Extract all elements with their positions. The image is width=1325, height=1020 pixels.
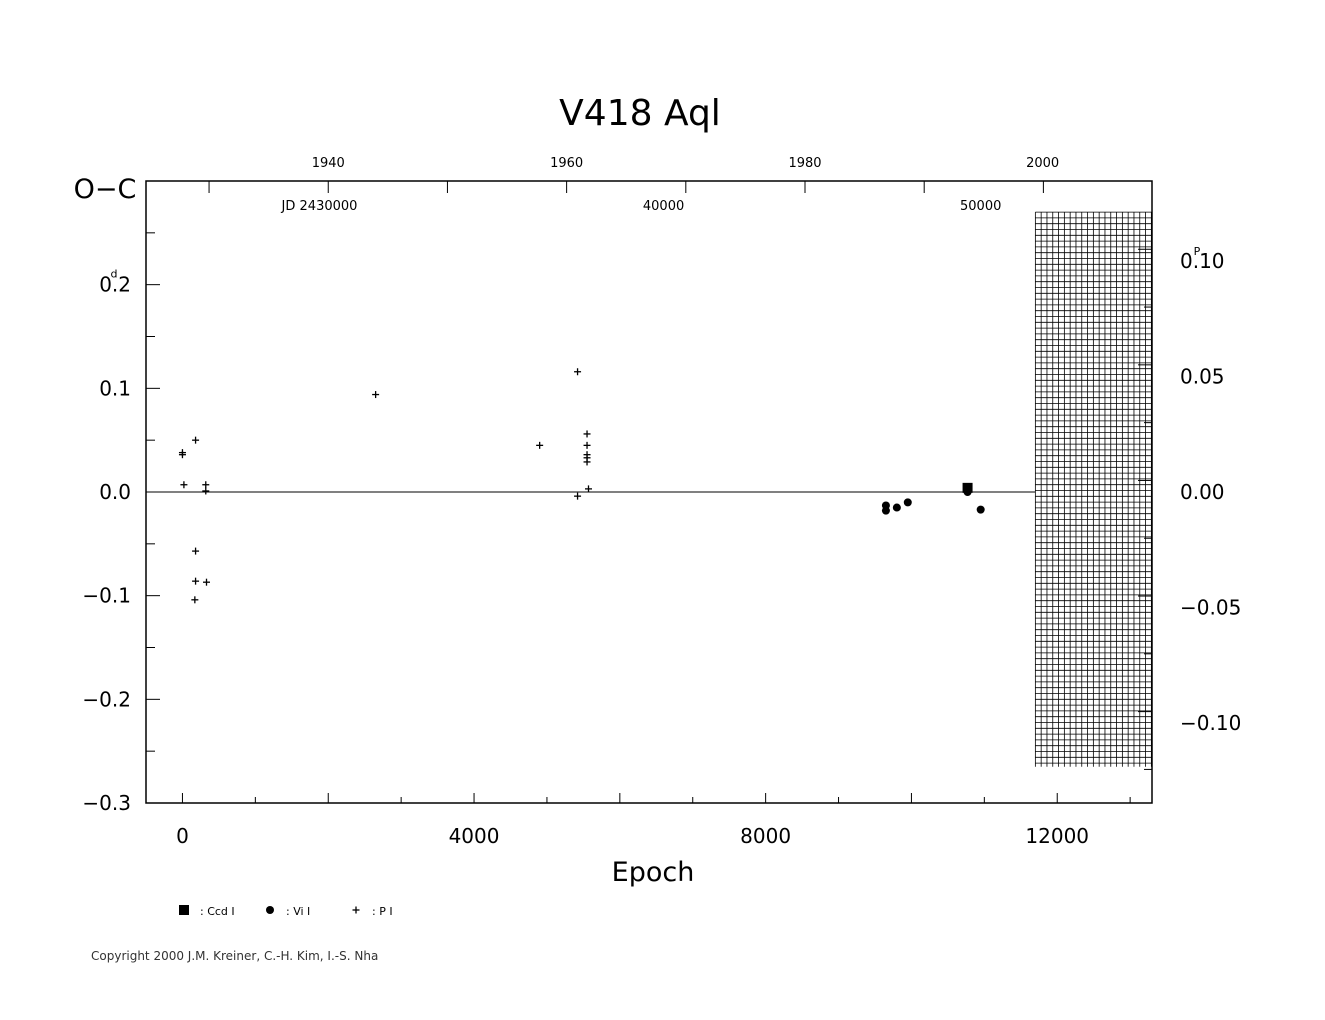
data-point-plus — [583, 441, 591, 449]
hatch-region — [1034, 211, 1152, 767]
data-point-square — [962, 482, 973, 493]
data-point-plus — [583, 430, 591, 438]
data-point-plus — [202, 487, 210, 495]
legend-label: : Ccd I — [200, 905, 235, 918]
legend-label: : Vi I — [286, 905, 310, 918]
legend-symbol-square — [179, 905, 189, 915]
right-tick-label: 0.10 — [1180, 249, 1225, 273]
data-point-plus — [574, 368, 582, 376]
data-point-circle — [892, 503, 901, 512]
data-point-plus — [203, 578, 211, 586]
left-axis: 0.2 0.1 0.0 −0.1 −0.2 −0.3 d — [82, 180, 160, 815]
x-tick-label: 12000 — [1025, 824, 1089, 848]
y-tick-label: 0.2 — [99, 273, 131, 297]
data-point-plus — [192, 436, 200, 444]
copyright-notice: Copyright 2000 J.M. Kreiner, C.-H. Kim, … — [91, 949, 379, 963]
right-tick-label: 0.05 — [1180, 364, 1225, 388]
data-point-circle — [976, 505, 985, 514]
legend-symbol-plus — [352, 906, 360, 914]
y-unit-label: d — [111, 268, 118, 281]
data-point-plus — [536, 441, 544, 449]
data-point-plus — [372, 391, 380, 399]
data-point-plus — [178, 451, 186, 459]
right-tick-label: −0.05 — [1180, 596, 1241, 620]
year-label: 2000 — [1026, 156, 1059, 171]
data-point-plus — [192, 577, 200, 585]
x-tick-label: 0 — [176, 824, 189, 848]
data-point-plus — [202, 481, 210, 489]
top-axis: 1940 1960 1980 2000 JD 2430000 40000 50000 — [208, 156, 1059, 214]
y-tick-label: 0.1 — [99, 376, 131, 400]
x-axis-label: Epoch — [612, 857, 695, 888]
legend-label: : P I — [372, 905, 393, 918]
year-label: 1960 — [550, 156, 583, 171]
bottom-axis: 0 4000 8000 12000 — [176, 793, 1131, 848]
data-point-plus — [180, 481, 188, 489]
x-tick-label: 8000 — [740, 824, 791, 848]
y-tick-label: −0.3 — [82, 791, 131, 815]
x-tick-label: 4000 — [449, 824, 500, 848]
data-point-plus — [192, 547, 200, 555]
data-point-plus — [584, 485, 592, 493]
jd-label: 50000 — [960, 199, 1001, 214]
y-tick-label: −0.2 — [82, 687, 131, 711]
jd-label: 40000 — [643, 199, 684, 214]
data-point-circle — [903, 498, 912, 507]
chart-title: V418 Aql — [559, 93, 721, 134]
year-label: 1980 — [788, 156, 821, 171]
data-points — [178, 368, 985, 604]
year-label: 1940 — [312, 156, 345, 171]
data-point-circle — [963, 488, 972, 496]
data-point-circle — [881, 506, 890, 515]
data-point-plus — [574, 492, 582, 500]
data-point-plus — [191, 596, 199, 604]
right-tick-label: 0.00 — [1180, 480, 1225, 504]
right-unit-label: P — [1194, 245, 1201, 258]
y-tick-label: −0.1 — [82, 584, 131, 608]
y-tick-label: 0.0 — [99, 480, 131, 504]
data-point-plus — [583, 458, 591, 466]
jd-label: JD 2430000 — [281, 199, 358, 214]
right-axis: 0.10 0.05 0.00 −0.05 −0.10 P — [1138, 245, 1241, 770]
y-axis-label: O−C — [74, 174, 137, 205]
right-tick-label: −0.10 — [1180, 711, 1241, 735]
legend-symbol-circle — [266, 906, 274, 914]
legend: : Ccd I : Vi I : P I — [179, 905, 393, 918]
